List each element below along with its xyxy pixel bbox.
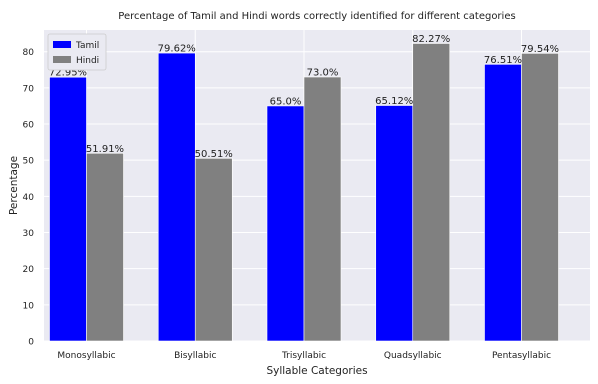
y-tick-label: 0	[28, 338, 34, 348]
x-axis-ticks: Monosyllabic Bisyllabic Trisyllabic Quadsyl…	[57, 351, 551, 361]
x-tick-label: Pentasyllabic	[492, 351, 551, 361]
bar-tamil	[375, 105, 414, 342]
y-tick-label: 70	[23, 84, 35, 94]
bar-value-label: 51.91%	[86, 144, 124, 155]
bar-tamil	[49, 76, 87, 342]
x-tick-label: Quadsyllabic	[384, 351, 442, 361]
bar-value-label: 65.0%	[270, 96, 302, 107]
x-axis-label: Syllable Categories	[266, 365, 367, 377]
bar-hindi	[194, 158, 233, 342]
chart-title: Percentage of Tamil and Hindi words corr…	[118, 11, 515, 22]
bar-value-label: 79.54%	[521, 44, 559, 55]
bar-value-label: 79.62%	[158, 44, 196, 55]
y-axis-ticks: 0 10 20 30 40 50 60 70 80	[23, 48, 35, 347]
bar-hindi	[521, 53, 559, 342]
legend-label-hindi: Hindi	[76, 56, 99, 66]
legend-swatch-tamil	[53, 41, 71, 48]
bar-tamil	[157, 52, 196, 342]
y-tick-label: 60	[23, 121, 35, 131]
bar-value-label: 82.27%	[412, 34, 450, 45]
x-tick-label: Monosyllabic	[57, 351, 115, 361]
y-tick-label: 40	[23, 193, 35, 203]
bar-value-label: 65.12%	[375, 96, 413, 107]
y-tick-label: 50	[23, 157, 35, 167]
x-tick-label: Trisyllabic	[281, 351, 326, 361]
bar-value-label: 72.95%	[49, 68, 87, 79]
bar-value-label: 50.51%	[195, 149, 233, 160]
y-tick-label: 30	[23, 229, 35, 239]
y-tick-label: 20	[23, 265, 35, 275]
bars	[49, 43, 559, 342]
y-tick-label: 10	[23, 301, 35, 311]
bar-hindi	[86, 152, 124, 342]
bar-tamil	[266, 105, 305, 342]
legend-label-tamil: Tamil	[75, 41, 99, 51]
x-tick-label: Bisyllabic	[174, 351, 216, 361]
y-tick-label: 80	[23, 48, 35, 58]
bar-value-labels: 72.95% 79.62% 65.0% 65.12% 76.51% 51.91% 50.51…	[49, 34, 559, 160]
legend: Tamil Hindi	[47, 33, 107, 71]
bar-hindi	[412, 43, 451, 342]
bar-value-label: 73.0%	[307, 68, 339, 79]
legend-swatch-hindi	[53, 56, 71, 63]
bar-tamil	[484, 64, 522, 342]
bar-value-label: 76.51%	[484, 55, 522, 66]
bar-hindi	[303, 76, 342, 342]
y-axis-label: Percentage	[8, 156, 20, 215]
